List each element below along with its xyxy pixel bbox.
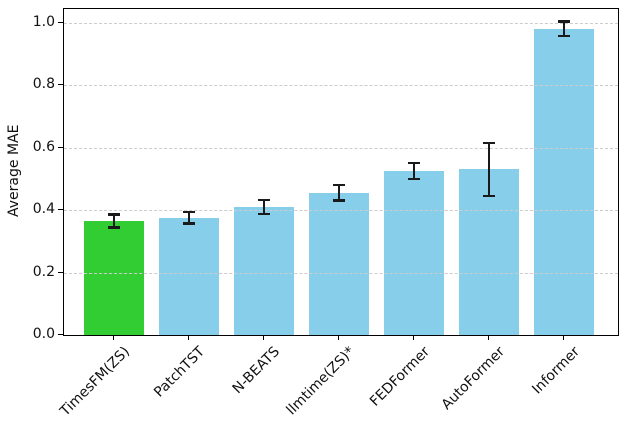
gridline-y-0.2	[64, 272, 618, 274]
errorbar-TimesFM(ZS)	[113, 214, 115, 228]
x-tick-mark-llmtime(ZS)*	[338, 335, 339, 340]
y-tick-mark-0.0	[58, 334, 63, 335]
bar-PatchTST	[159, 217, 219, 335]
y-tick-label-0.6: 0.6	[32, 138, 55, 155]
y-tick-mark-0.6	[58, 146, 63, 148]
y-tick-mark-1.0	[58, 21, 63, 23]
x-tick-mark-FEDFormer	[413, 335, 414, 340]
bar-FEDFormer	[384, 170, 444, 335]
errorbar-cap-top-PatchTST	[183, 210, 195, 214]
x-tick-mark-AutoFormer	[488, 335, 489, 340]
x-tick-mark-Informer	[563, 335, 564, 340]
errorbar-llmtime(ZS)*	[338, 185, 340, 201]
errorbar-cap-bottom-llmtime(ZS)*	[333, 199, 345, 202]
bar-llmtime(ZS)*	[309, 192, 369, 335]
errorbar-PatchTST	[188, 212, 190, 224]
errorbar-cap-bottom-FEDFormer	[408, 177, 420, 180]
bar-Informer	[534, 28, 594, 335]
bar-TimesFM(ZS)	[84, 220, 144, 335]
errorbar-cap-bottom-N-BEATS	[258, 212, 270, 215]
gridline-y-1	[64, 22, 618, 24]
errorbar-cap-bottom-Informer	[558, 34, 570, 38]
bar-N-BEATS	[234, 206, 294, 335]
x-tick-mark-TimesFM(ZS)	[113, 335, 114, 340]
gridline-y-0.8	[64, 85, 618, 86]
errorbar-cap-top-FEDFormer	[408, 161, 420, 165]
x-tick-mark-N-BEATS	[263, 335, 264, 340]
errorbar-cap-top-TimesFM(ZS)	[108, 213, 120, 216]
errorbar-cap-bottom-PatchTST	[183, 222, 195, 225]
gridline-y-0.6	[64, 147, 618, 149]
y-tick-label-0.2: 0.2	[32, 263, 55, 280]
y-tick-label-1.0: 1.0	[32, 13, 55, 30]
errorbar-cap-top-llmtime(ZS)*	[333, 183, 345, 187]
y-tick-mark-0.8	[58, 84, 63, 85]
gridline-y-0.4	[64, 210, 618, 211]
plot-area	[63, 8, 619, 336]
errorbar-cap-bottom-AutoFormer	[483, 194, 495, 198]
errorbar-cap-top-N-BEATS	[258, 198, 270, 202]
y-tick-mark-0.2	[58, 271, 63, 273]
y-tick-label-0.8: 0.8	[32, 76, 55, 92]
x-tick-mark-PatchTST	[188, 335, 189, 340]
errorbar-FEDFormer	[413, 163, 415, 179]
errorbar-N-BEATS	[263, 200, 265, 214]
x-tick-label-TimesFM(ZS): TimesFM(ZS)	[57, 343, 134, 420]
y-tick-label-0.4: 0.4	[32, 201, 55, 217]
y-tick-label-0.0: 0.0	[32, 326, 55, 342]
errorbar-Informer	[563, 21, 565, 36]
errorbar-cap-top-AutoFormer	[483, 141, 495, 144]
errorbar-cap-bottom-TimesFM(ZS)	[108, 226, 120, 229]
y-axis-label: Average MAE	[6, 124, 22, 218]
errorbar-cap-top-Informer	[558, 20, 570, 23]
errorbar-AutoFormer	[488, 142, 490, 196]
y-tick-mark-0.4	[58, 209, 63, 210]
